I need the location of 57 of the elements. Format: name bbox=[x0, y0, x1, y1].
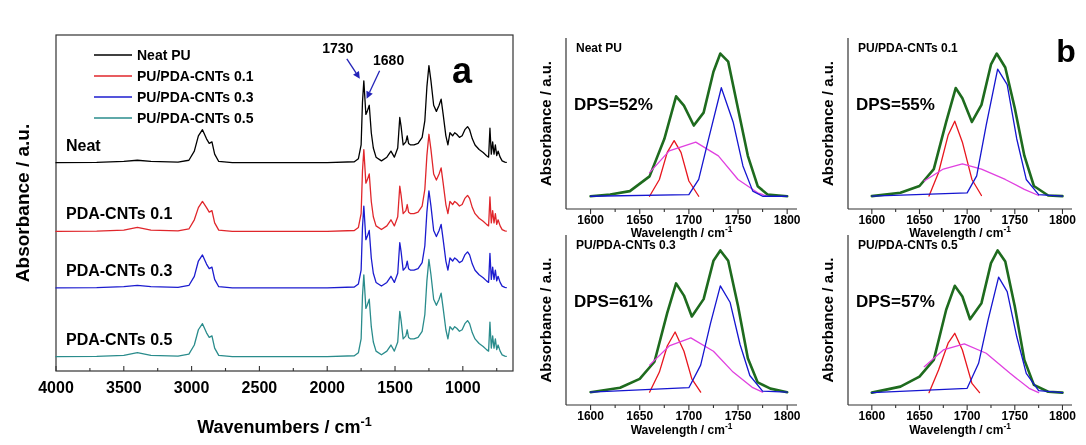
x-tick-label: 1700 bbox=[675, 409, 703, 423]
x-tick-label: 1000 bbox=[445, 379, 481, 396]
x-tick-label: 1600 bbox=[577, 409, 605, 423]
y-axis-title: Absorbance / a.u. bbox=[12, 123, 34, 283]
annotation: PDA-CNTs 0.5 bbox=[66, 330, 173, 348]
x-axis-title: Wavelength / cm$^{-1}$ bbox=[909, 421, 1012, 437]
chart-title: PU/PDA-CNTs 0.1 bbox=[858, 41, 959, 55]
annotation: PDA-CNTs 0.3 bbox=[66, 261, 173, 279]
x-axis-title: Wavelength / cm$^{-1}$ bbox=[630, 421, 733, 437]
x-tick-label: 2000 bbox=[309, 379, 346, 396]
x-tick-label: 1600 bbox=[858, 213, 886, 227]
x-tick-label: 1600 bbox=[577, 213, 605, 227]
y-axis-title: Absorbance / a.u. bbox=[536, 257, 554, 383]
annotation: b bbox=[1056, 33, 1076, 69]
legend-label: Neat PU bbox=[137, 47, 191, 63]
x-tick-label: 1750 bbox=[724, 213, 752, 227]
x-axis-title: Wavenumbers / cm$^{-1}$ bbox=[197, 415, 372, 437]
x-axis-title: Wavelength / cm$^{-1}$ bbox=[630, 224, 733, 240]
annotation: DPS=55% bbox=[856, 95, 935, 114]
x-tick-label: 1800 bbox=[1049, 409, 1077, 423]
chart-title: PU/PDA-CNTs 0.3 bbox=[576, 238, 677, 252]
annotation: a bbox=[451, 50, 473, 91]
y-axis-title: Absorbance / a.u. bbox=[818, 60, 836, 187]
x-tick-label: 1650 bbox=[906, 213, 934, 227]
x-tick-label: 1700 bbox=[953, 213, 981, 227]
annotation: DPS=61% bbox=[574, 292, 653, 311]
legend-label: PU/PDA-CNTs 0.3 bbox=[137, 89, 254, 105]
x-tick-label: 1650 bbox=[626, 213, 654, 227]
x-tick-label: 3000 bbox=[173, 379, 210, 396]
x-tick-label: 2500 bbox=[241, 379, 278, 396]
annotation: DPS=52% bbox=[574, 95, 653, 114]
chart-title: PU/PDA-CNTs 0.5 bbox=[858, 238, 959, 252]
x-tick-label: 1650 bbox=[906, 409, 934, 423]
legend-label: PU/PDA-CNTs 0.1 bbox=[137, 68, 254, 84]
x-tick-label: 4000 bbox=[38, 379, 74, 396]
x-tick-label: 1500 bbox=[377, 379, 413, 396]
x-tick-label: 1800 bbox=[773, 213, 801, 227]
y-axis-title: Absorbance / a.u. bbox=[536, 60, 554, 187]
x-tick-label: 1750 bbox=[1001, 409, 1029, 423]
x-tick-label: 1800 bbox=[773, 409, 801, 423]
annotation: 1730 bbox=[322, 39, 354, 56]
x-tick-label: 3500 bbox=[106, 379, 142, 396]
x-tick-label: 1700 bbox=[953, 409, 981, 423]
annotation: PDA-CNTs 0.1 bbox=[66, 205, 173, 223]
legend-label: PU/PDA-CNTs 0.5 bbox=[137, 110, 254, 126]
y-axis-title: Absorbance / a.u. bbox=[818, 257, 836, 383]
x-tick-label: 1750 bbox=[1001, 213, 1029, 227]
x-tick-label: 1750 bbox=[724, 409, 752, 423]
annotation: DPS=57% bbox=[856, 292, 935, 311]
x-tick-label: 1650 bbox=[626, 409, 654, 423]
x-axis-title: Wavelength / cm$^{-1}$ bbox=[909, 224, 1012, 240]
x-tick-label: 1800 bbox=[1049, 213, 1077, 227]
chart-title: Neat PU bbox=[576, 41, 623, 55]
x-tick-label: 1700 bbox=[675, 213, 703, 227]
x-tick-label: 1600 bbox=[858, 409, 886, 423]
annotation: Neat bbox=[66, 136, 102, 154]
annotation: 1680 bbox=[373, 51, 405, 68]
